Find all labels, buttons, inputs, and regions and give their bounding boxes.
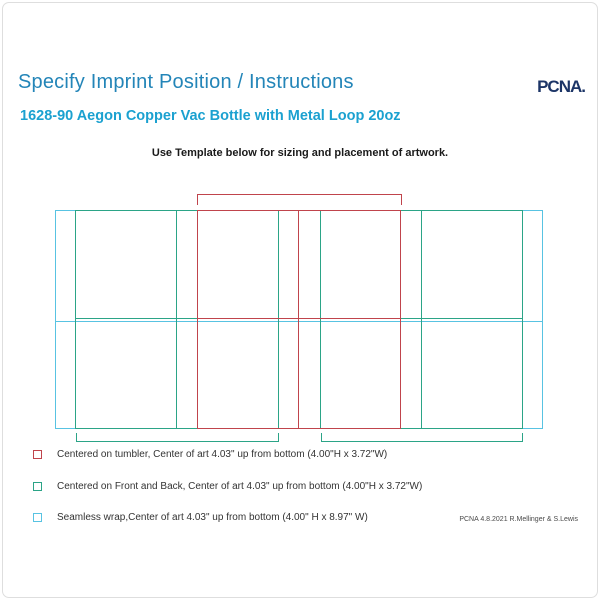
cyan-swatch-icon: [33, 513, 42, 522]
pcna-logo: PCNA.: [537, 77, 586, 96]
tumbler-width-bracket: [197, 194, 402, 205]
document-credit: PCNA 4.8.2021 R.Mellinger & S.Lewis: [459, 516, 578, 523]
page-title: Specify Imprint Position / Instructions: [18, 71, 354, 93]
legend-item-front-back: Centered on Front and Back, Center of ar…: [33, 481, 422, 492]
tumbler-imprint-zone: [197, 210, 401, 429]
horizontal-center-line-red: [197, 318, 401, 319]
legend-item-label: Seamless wrap,Center of art 4.03" up fro…: [57, 512, 368, 523]
legend-item-tumbler: Centered on tumbler, Center of art 4.03"…: [33, 449, 387, 460]
horizontal-center-line-cyan: [55, 321, 543, 322]
legend-item-label: Centered on tumbler, Center of art 4.03"…: [57, 449, 388, 460]
front-imprint-zone: [75, 210, 279, 429]
front-width-bracket: [76, 433, 279, 442]
legend-item-label: Centered on Front and Back, Center of ar…: [57, 481, 423, 492]
front-zone-center-line: [176, 210, 177, 429]
teal-swatch-icon: [33, 482, 42, 491]
red-swatch-icon: [33, 450, 42, 459]
product-title: 1628-90 Aegon Copper Vac Bottle with Met…: [20, 108, 401, 124]
tumbler-zone-center-line: [298, 210, 299, 429]
legend-item-seamless-wrap: Seamless wrap,Center of art 4.03" up fro…: [33, 512, 368, 523]
back-zone-center-line: [421, 210, 422, 429]
back-width-bracket: [321, 433, 523, 442]
template-instruction: Use Template below for sizing and placem…: [151, 147, 449, 159]
